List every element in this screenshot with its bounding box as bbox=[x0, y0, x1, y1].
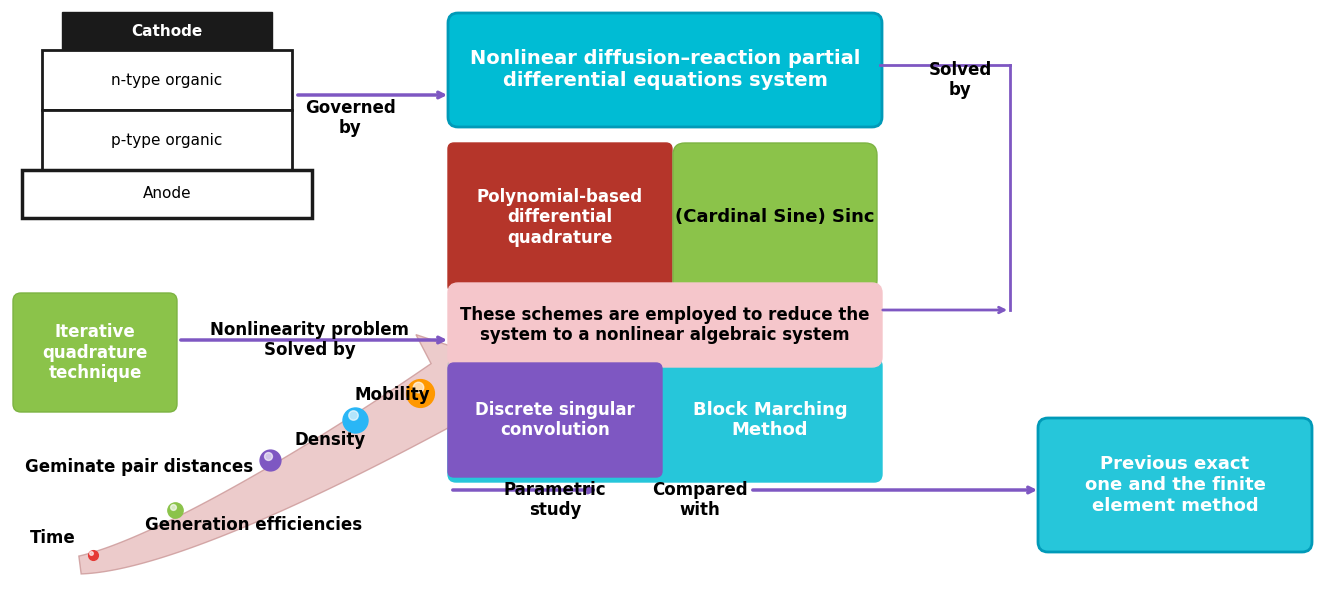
FancyBboxPatch shape bbox=[448, 143, 672, 292]
Text: Time: Time bbox=[31, 529, 76, 547]
Text: Density: Density bbox=[295, 431, 367, 449]
Text: Nonlinear diffusion–reaction partial
differential equations system: Nonlinear diffusion–reaction partial dif… bbox=[470, 49, 861, 91]
Text: Previous exact
one and the finite
element method: Previous exact one and the finite elemen… bbox=[1085, 455, 1266, 515]
Text: Mobility: Mobility bbox=[355, 386, 430, 404]
Text: n-type organic: n-type organic bbox=[112, 73, 223, 88]
FancyBboxPatch shape bbox=[673, 143, 876, 292]
FancyBboxPatch shape bbox=[448, 13, 882, 127]
Text: p-type organic: p-type organic bbox=[112, 133, 223, 148]
Text: Discrete singular
convolution: Discrete singular convolution bbox=[475, 401, 635, 439]
Bar bbox=[42, 50, 292, 110]
Text: These schemes are employed to reduce the
system to a nonlinear algebraic system: These schemes are employed to reduce the… bbox=[461, 305, 870, 344]
Polygon shape bbox=[78, 335, 497, 574]
FancyBboxPatch shape bbox=[448, 363, 661, 477]
Text: Iterative
quadrature
technique: Iterative quadrature technique bbox=[42, 323, 147, 382]
Bar bbox=[42, 110, 292, 170]
Bar bbox=[62, 12, 272, 50]
FancyBboxPatch shape bbox=[448, 283, 882, 367]
Text: Geminate pair distances: Geminate pair distances bbox=[25, 458, 254, 476]
Text: (Cardinal Sine) Sinc: (Cardinal Sine) Sinc bbox=[675, 208, 875, 226]
Text: Nonlinearity problem
Solved by: Nonlinearity problem Solved by bbox=[211, 320, 409, 359]
FancyBboxPatch shape bbox=[1038, 418, 1312, 552]
Text: Parametric
study: Parametric study bbox=[503, 481, 607, 520]
FancyBboxPatch shape bbox=[13, 293, 177, 412]
Text: Anode: Anode bbox=[142, 187, 191, 202]
Text: Block Marching
Method: Block Marching Method bbox=[693, 401, 847, 439]
Text: Generation efficiencies: Generation efficiencies bbox=[145, 516, 363, 534]
Text: Compared
with: Compared with bbox=[652, 481, 748, 520]
Text: Solved
by: Solved by bbox=[928, 61, 992, 100]
Text: Polynomial-based
differential
quadrature: Polynomial-based differential quadrature bbox=[477, 188, 643, 247]
Text: Cathode: Cathode bbox=[131, 23, 203, 38]
Text: Governed
by: Governed by bbox=[304, 98, 396, 137]
FancyBboxPatch shape bbox=[448, 358, 882, 482]
Bar bbox=[23, 170, 312, 218]
